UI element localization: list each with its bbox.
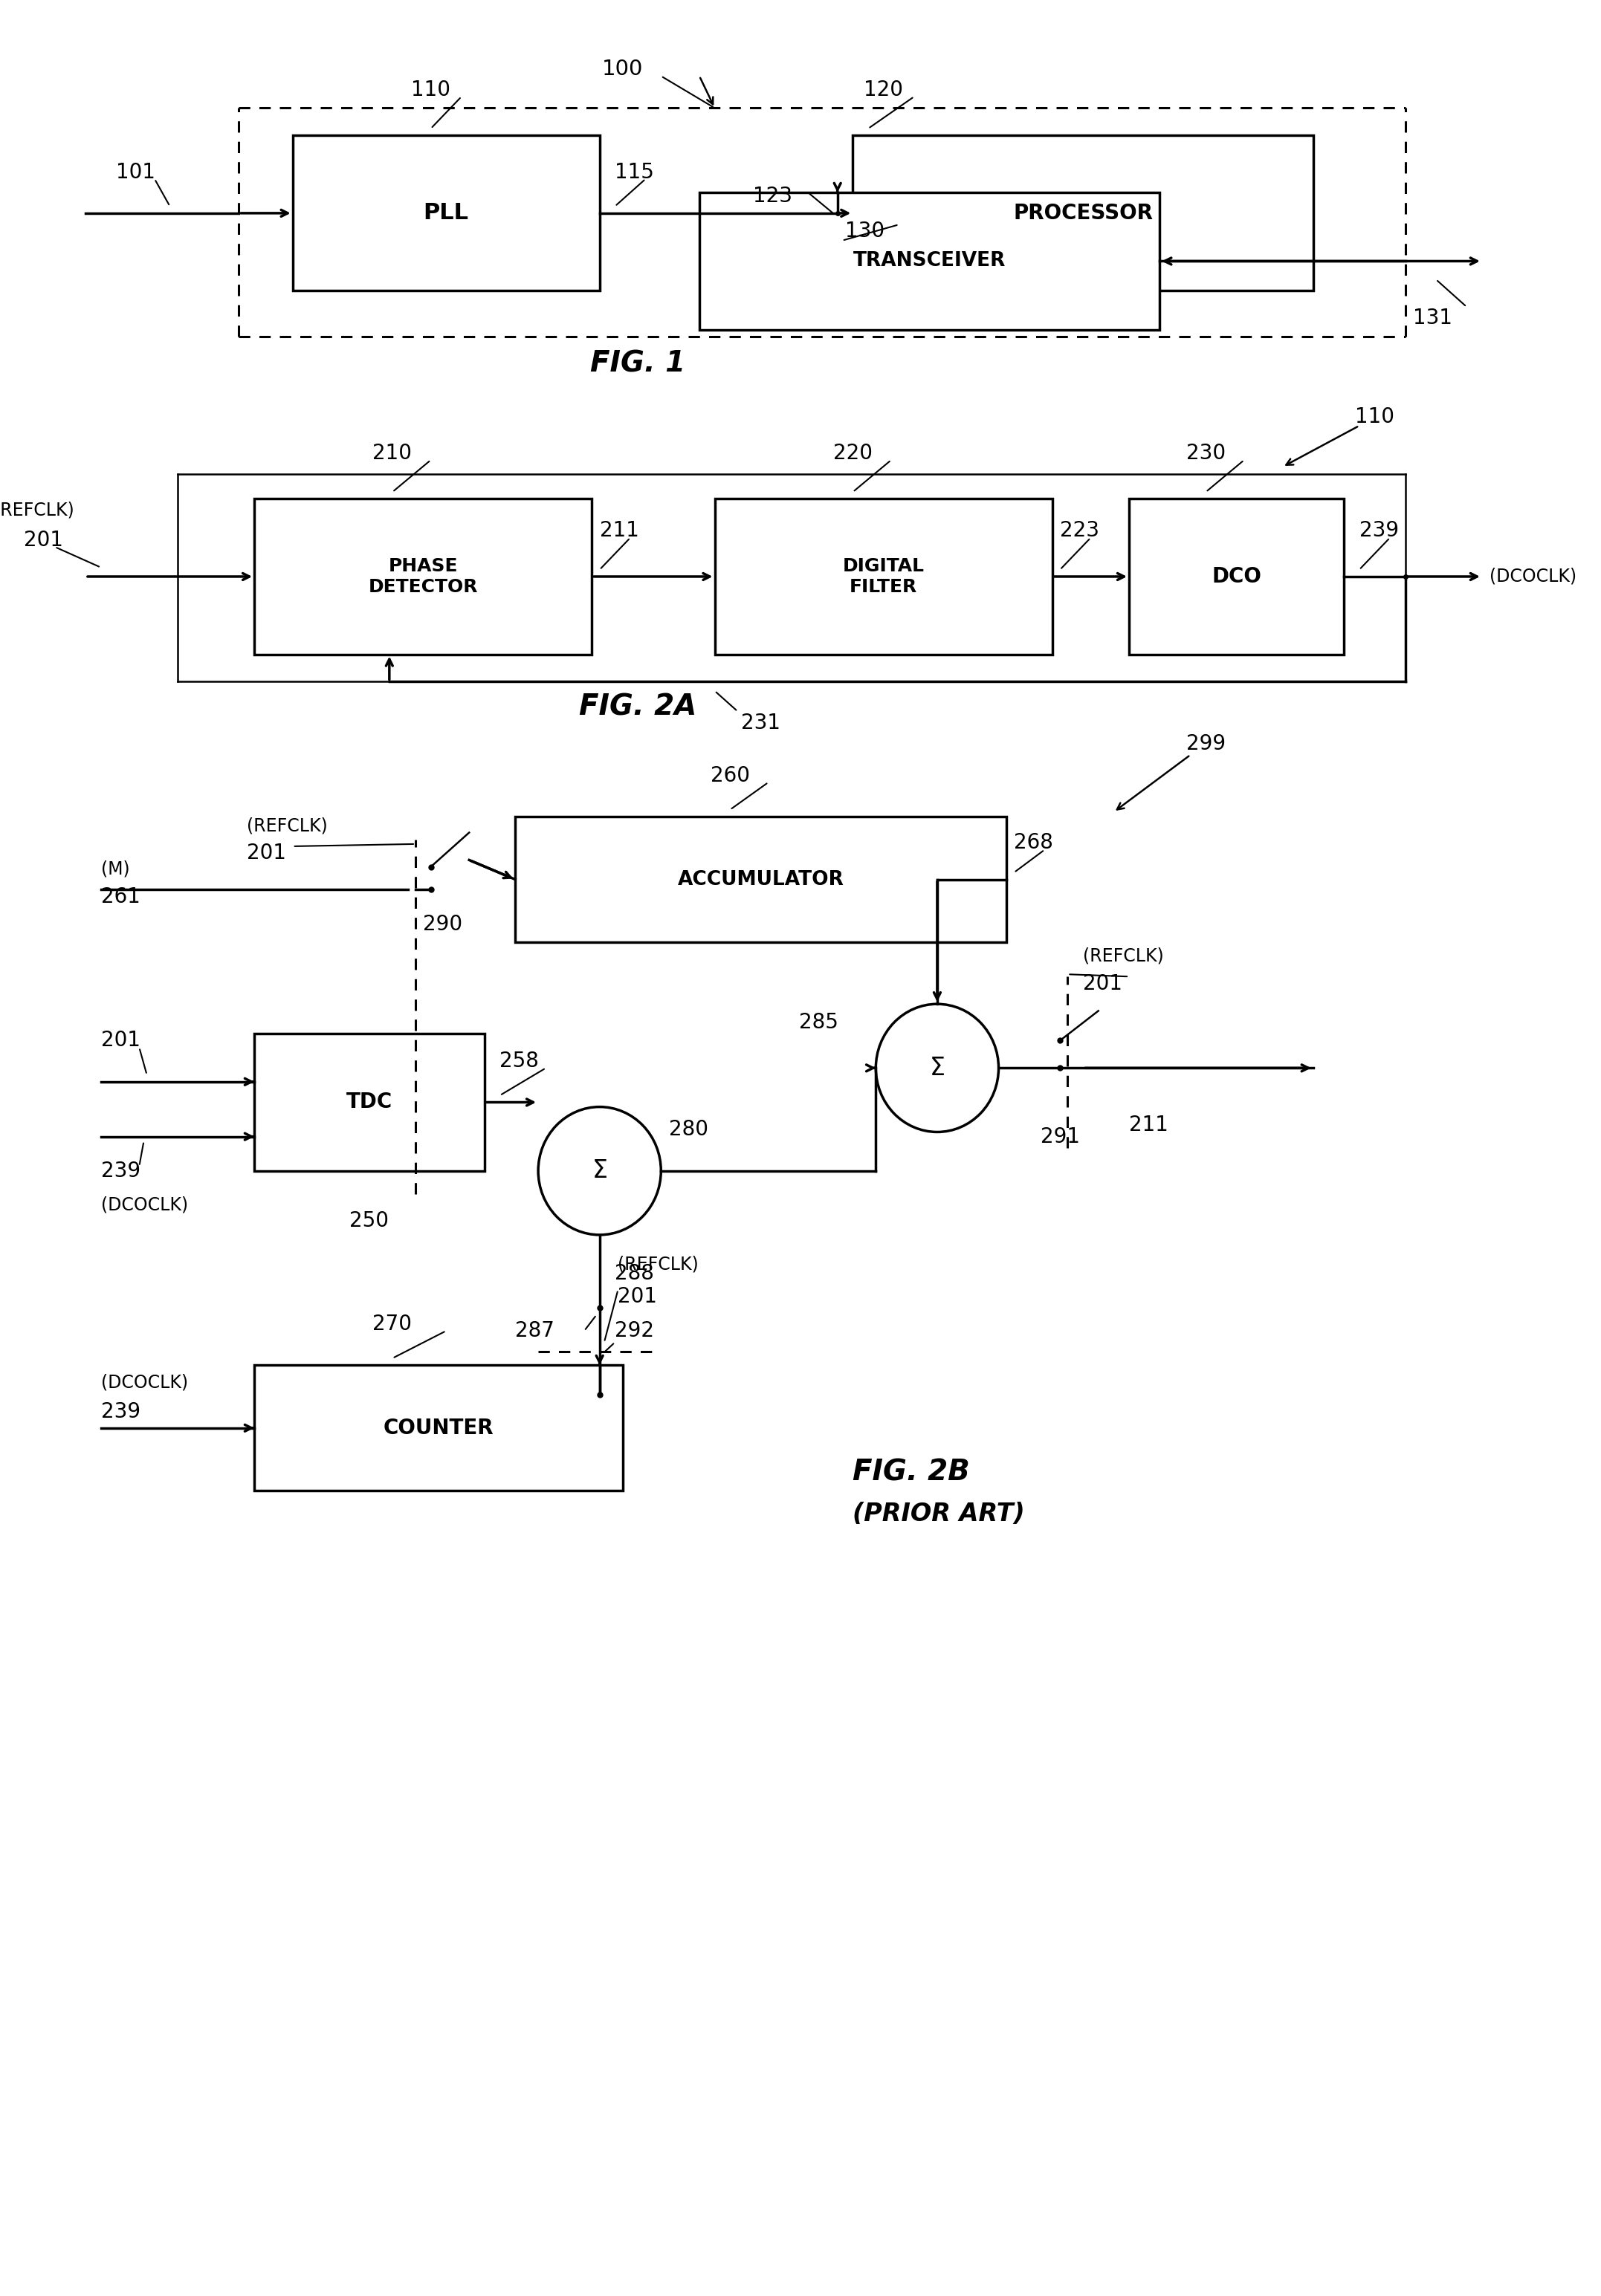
Bar [293,135,600,292]
Text: (REFCLK): (REFCLK) [247,817,328,836]
Text: 287: 287 [516,1320,554,1341]
Text: (REFCLK): (REFCLK) [1082,946,1164,964]
Text: 250: 250 [349,1210,389,1231]
Text: DIGITAL
FILTER: DIGITAL FILTER [842,558,924,597]
Text: $\Sigma$: $\Sigma$ [930,1056,945,1079]
Text: 230: 230 [1186,443,1225,464]
Text: 223: 223 [1060,521,1100,542]
Text: 280: 280 [669,1120,708,1141]
Text: 299: 299 [1186,732,1225,753]
Text: 130: 130 [845,220,885,241]
Ellipse shape [876,1003,999,1132]
Text: 201: 201 [618,1286,658,1306]
Text: (DCOCLK): (DCOCLK) [101,1196,187,1215]
Text: 201: 201 [247,843,287,863]
Bar [700,193,1159,331]
Text: 288: 288 [615,1263,655,1283]
Text: (REFCLK): (REFCLK) [618,1256,698,1274]
Text: 100: 100 [602,60,644,80]
Text: FIG. 1: FIG. 1 [591,349,685,379]
Text: 261: 261 [101,886,141,907]
Text: 290: 290 [423,914,463,934]
Text: 239: 239 [101,1401,141,1424]
Text: (M): (M) [101,861,130,877]
Text: 201: 201 [101,1031,141,1052]
Text: 292: 292 [615,1320,655,1341]
Text: (DCOCLK): (DCOCLK) [1489,567,1577,585]
Bar [516,817,1007,941]
Text: 210: 210 [373,443,411,464]
Text: 201: 201 [24,530,64,551]
Text: 239: 239 [101,1159,141,1180]
Bar [255,1033,485,1171]
Text: (DCOCLK): (DCOCLK) [101,1373,187,1391]
Text: 110: 110 [411,80,450,101]
Bar [255,1366,623,1490]
Bar [1129,498,1343,654]
Text: 270: 270 [373,1313,411,1334]
Bar [853,135,1313,292]
Text: FIG. 2A: FIG. 2A [580,693,696,721]
Text: FIG. 2B: FIG. 2B [853,1458,970,1488]
Text: 115: 115 [615,161,655,181]
Text: TDC: TDC [346,1093,392,1114]
Text: 123: 123 [752,186,792,207]
Text: PHASE
DETECTOR: PHASE DETECTOR [368,558,479,597]
Bar [714,498,1052,654]
Text: PROCESSOR: PROCESSOR [1013,202,1153,223]
Text: 268: 268 [1013,833,1053,854]
Text: PLL: PLL [423,202,469,225]
Text: 120: 120 [865,80,903,101]
Text: $\Sigma$: $\Sigma$ [592,1159,607,1182]
Text: 201: 201 [1082,974,1122,994]
Text: 110: 110 [1354,406,1394,427]
Text: 131: 131 [1414,308,1452,328]
Text: 101: 101 [117,161,155,181]
Text: 239: 239 [1359,521,1399,542]
Text: ACCUMULATOR: ACCUMULATOR [677,870,844,889]
Text: TRANSCEIVER: TRANSCEIVER [853,253,1005,271]
Text: (PRIOR ART): (PRIOR ART) [853,1502,1025,1527]
Text: 231: 231 [741,712,780,732]
Text: 260: 260 [711,765,749,785]
Text: 211: 211 [1129,1116,1169,1137]
Text: (REFCLK): (REFCLK) [0,501,74,519]
Text: 211: 211 [600,521,639,542]
Text: 291: 291 [1041,1125,1079,1148]
Text: 220: 220 [833,443,873,464]
Text: 285: 285 [799,1013,839,1033]
Text: 258: 258 [500,1052,540,1072]
Text: COUNTER: COUNTER [383,1417,493,1437]
Ellipse shape [538,1107,661,1235]
Bar [255,498,592,654]
Text: DCO: DCO [1212,567,1262,588]
